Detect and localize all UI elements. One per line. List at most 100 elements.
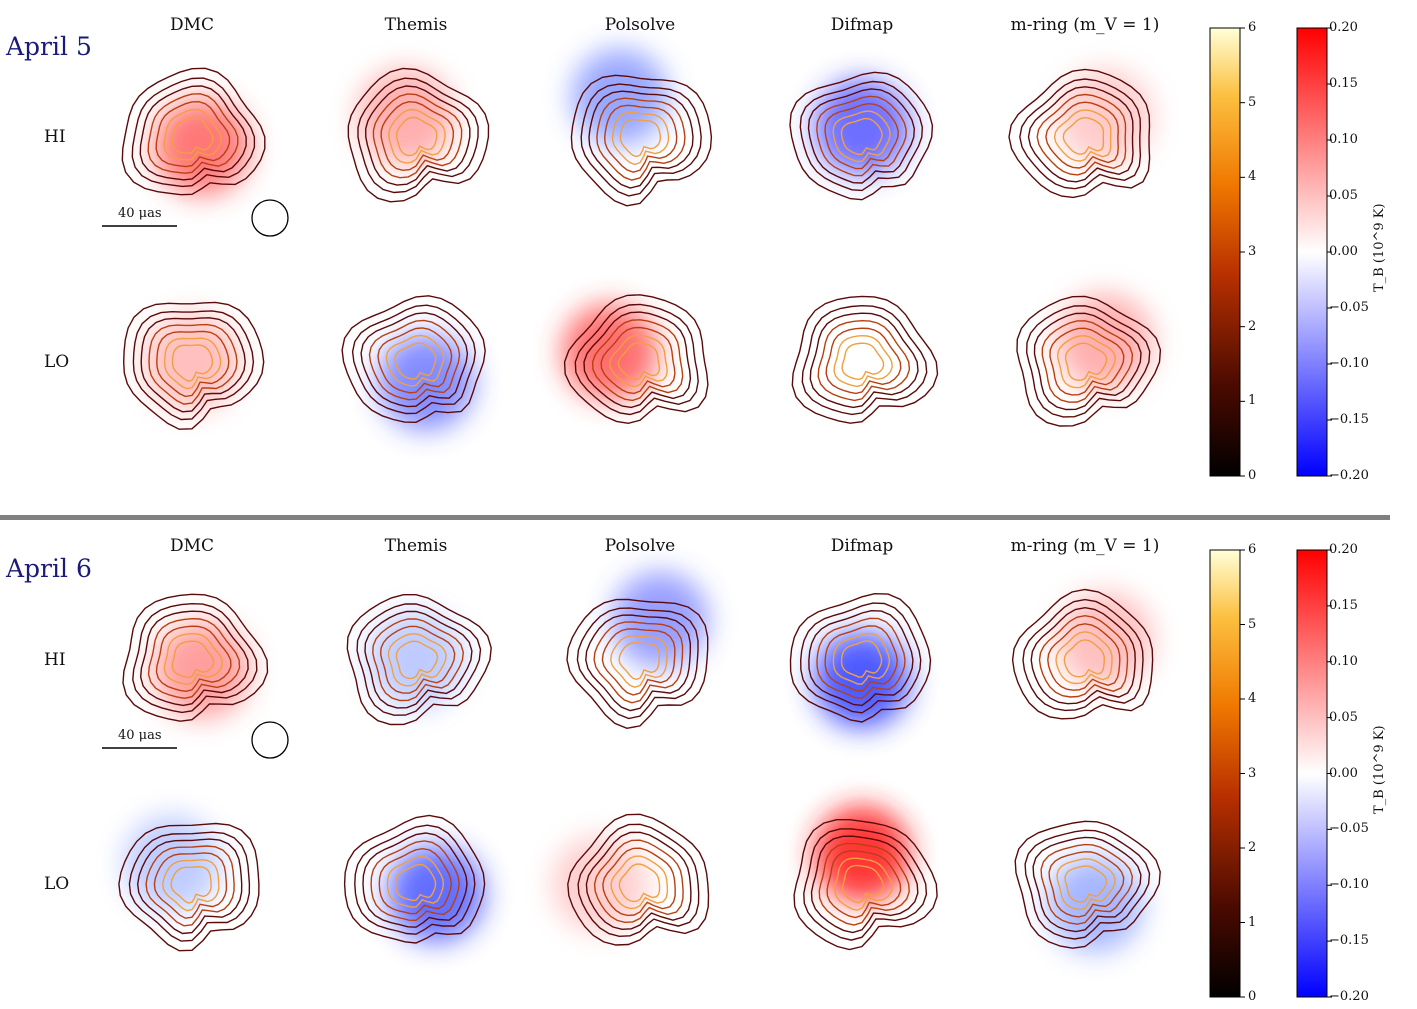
intensity-contour bbox=[610, 635, 668, 688]
polarization-map bbox=[1047, 856, 1143, 952]
intensity-contour bbox=[824, 102, 899, 170]
circular-tick: 0.15 bbox=[1329, 597, 1358, 613]
intensity-contour bbox=[1055, 631, 1113, 685]
intensity-contour bbox=[816, 617, 906, 699]
column-title: Themis bbox=[384, 15, 448, 35]
intensity-contour bbox=[341, 295, 486, 424]
intensity-contour bbox=[378, 847, 453, 915]
intensity-tick: 5 bbox=[1248, 94, 1257, 110]
circular-colorbar bbox=[1296, 549, 1328, 998]
intensity-contour bbox=[128, 831, 251, 942]
intensity-contour bbox=[1024, 829, 1151, 940]
intensity-tick: 2 bbox=[1248, 318, 1257, 334]
intensity-contour bbox=[1049, 327, 1125, 396]
intensity-contour bbox=[602, 847, 676, 917]
intensity-contour bbox=[619, 118, 662, 158]
intensity-contour bbox=[817, 319, 911, 402]
intensity-contour bbox=[147, 617, 241, 700]
intensity-contour bbox=[122, 593, 269, 722]
intensity-contour bbox=[370, 840, 460, 922]
intensity-contour bbox=[840, 117, 883, 156]
intensity-contour bbox=[591, 319, 684, 402]
intensity-contour bbox=[832, 110, 891, 163]
circular-tick: −0.15 bbox=[1329, 933, 1369, 949]
intensity-contour bbox=[388, 108, 446, 164]
intensity-contour bbox=[801, 304, 928, 416]
intensity-contour bbox=[1047, 623, 1121, 691]
intensity-contour bbox=[618, 641, 660, 681]
intensity-contour bbox=[1011, 588, 1154, 720]
colorbar-label: T_B (10^9 K) bbox=[1372, 203, 1387, 292]
intensity-tick: 4 bbox=[1248, 691, 1257, 706]
intensity-contour bbox=[155, 100, 231, 168]
intensity-contour bbox=[385, 334, 445, 387]
polarization-map bbox=[814, 79, 910, 175]
polarization-map bbox=[368, 612, 464, 708]
column-title: m-ring (m_V = 1) bbox=[1010, 15, 1160, 35]
intensity-contour bbox=[840, 640, 883, 678]
intensity-contour bbox=[171, 116, 214, 155]
intensity-tick: 1 bbox=[1248, 393, 1257, 409]
intensity-contour bbox=[596, 97, 686, 181]
intensity-tick: 0 bbox=[1248, 468, 1257, 483]
circular-tick: −0.20 bbox=[1329, 989, 1369, 1004]
intensity-contour bbox=[163, 337, 222, 390]
intensity-contour bbox=[139, 610, 249, 707]
intensity-contour bbox=[347, 67, 490, 203]
intensity-contour bbox=[609, 334, 668, 388]
intensity-contour bbox=[1038, 614, 1129, 698]
intensity-contour bbox=[1064, 342, 1108, 382]
intensity-contour bbox=[357, 77, 479, 194]
circular-tick: 0.00 bbox=[1329, 765, 1358, 781]
circular-tick: −0.20 bbox=[1329, 468, 1369, 483]
intensity-contour bbox=[577, 823, 700, 938]
intensity-contour bbox=[603, 104, 678, 173]
intensity-contour bbox=[1040, 843, 1134, 925]
intensity-contour bbox=[354, 824, 476, 935]
panel-separator bbox=[0, 515, 1390, 520]
intensity-contour bbox=[131, 77, 256, 188]
intensity-contour bbox=[825, 327, 902, 395]
intensity-contour bbox=[583, 311, 692, 409]
intensity-contour bbox=[1027, 86, 1134, 183]
intensity-contour bbox=[791, 295, 939, 424]
intensity-contour bbox=[121, 67, 266, 196]
intensity-contour bbox=[808, 609, 914, 707]
intensity-contour bbox=[1064, 865, 1108, 903]
polarization-map bbox=[388, 846, 484, 942]
intensity-contour bbox=[118, 822, 260, 952]
circular-tick: 0.00 bbox=[1329, 244, 1358, 259]
intensity-contour bbox=[1025, 305, 1151, 418]
intensity-tick: 3 bbox=[1248, 244, 1257, 259]
intensity-contour bbox=[601, 628, 676, 696]
beam-circle bbox=[251, 199, 289, 237]
intensity-contour bbox=[824, 625, 898, 692]
intensity-contour bbox=[122, 301, 265, 430]
column-title: Polsolve bbox=[604, 15, 676, 35]
intensity-contour bbox=[1022, 598, 1144, 712]
circular-tick: 0.05 bbox=[1329, 188, 1358, 203]
intensity-contour bbox=[818, 842, 910, 926]
date-label: April 6 bbox=[6, 554, 92, 583]
intensity-contour bbox=[170, 865, 212, 904]
column-title: Themis bbox=[384, 536, 448, 556]
intensity-contour bbox=[563, 294, 709, 425]
intensity-contour bbox=[140, 317, 246, 413]
intensity-contour bbox=[803, 828, 928, 941]
beam-circle bbox=[251, 721, 289, 759]
circular-tick: 0.20 bbox=[1329, 542, 1358, 557]
polarization-map bbox=[144, 314, 240, 410]
intensity-contour bbox=[789, 71, 934, 201]
intensity-contour bbox=[1016, 295, 1162, 427]
intensity-contour bbox=[1056, 858, 1116, 911]
polarization-map bbox=[572, 49, 668, 145]
intensity-contour bbox=[1048, 851, 1125, 918]
intensity-contour bbox=[1063, 639, 1106, 678]
column-title: DMC bbox=[169, 15, 215, 35]
intensity-contour bbox=[395, 640, 439, 680]
circular-colorbar bbox=[1296, 27, 1328, 477]
intensity-contour bbox=[163, 632, 223, 686]
circular-tick: −0.10 bbox=[1329, 877, 1369, 893]
polarization-map bbox=[612, 572, 708, 668]
